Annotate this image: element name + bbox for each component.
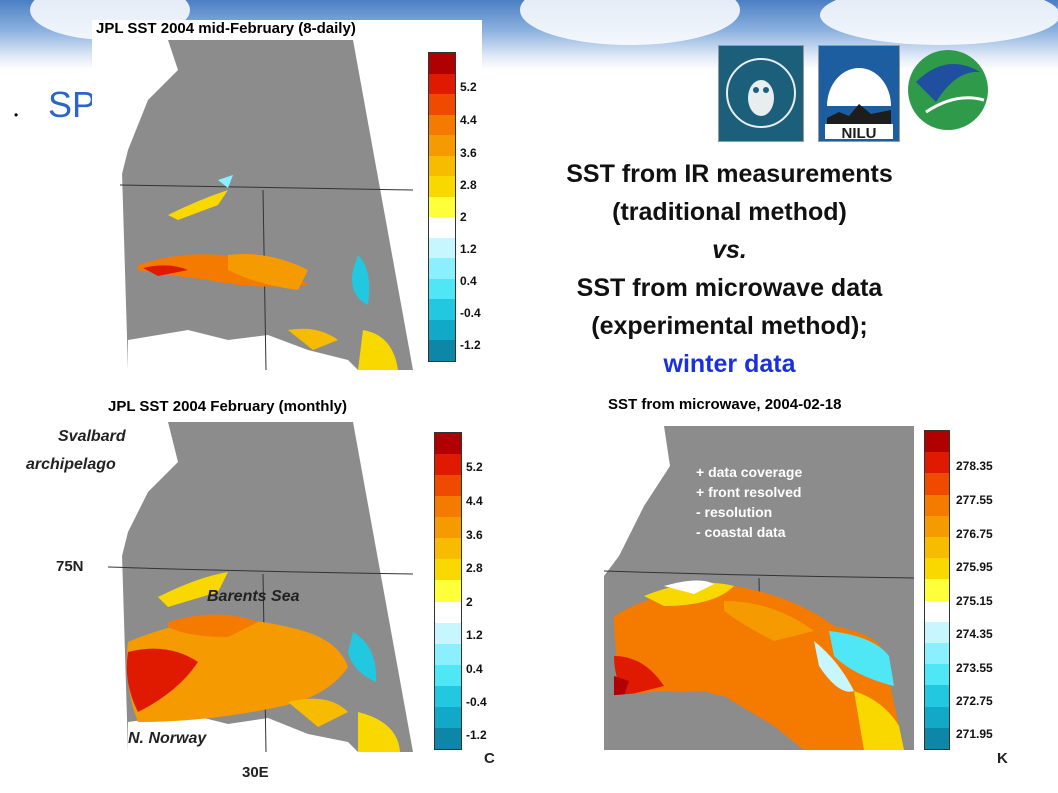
colorbar-tick: 4.4 bbox=[466, 494, 483, 508]
colorbar-tick: 5.2 bbox=[466, 460, 483, 474]
note-front-resolved: + front resolved bbox=[696, 484, 802, 500]
nilu-logo: NILU bbox=[818, 45, 900, 142]
colorbar-tick: 3.6 bbox=[466, 528, 483, 542]
title-line-1: SST from IR measurements bbox=[566, 160, 893, 188]
colorbar-tick: 3.6 bbox=[460, 146, 477, 160]
svg-text:NILU: NILU bbox=[842, 125, 877, 141]
colorbar-tick: 274.35 bbox=[956, 627, 993, 641]
colorbar-tick: 271.95 bbox=[956, 727, 993, 741]
label-75n: 75N bbox=[56, 558, 84, 575]
colorbar-tick: -1.2 bbox=[466, 728, 487, 742]
globe-swirl-logo bbox=[906, 42, 990, 138]
colorbar-tick: 278.35 bbox=[956, 459, 993, 473]
title-line-2: (traditional method) bbox=[612, 198, 847, 226]
label-30e: 30E bbox=[242, 764, 269, 781]
unit-kelvin: K bbox=[997, 750, 1008, 767]
colorbar-bottom bbox=[434, 432, 462, 750]
colorbar-tick: 277.55 bbox=[956, 493, 993, 507]
colorbar-tick: 276.75 bbox=[956, 527, 993, 541]
label-svalbard: Svalbard bbox=[58, 428, 126, 445]
sst-map-microwave bbox=[604, 426, 914, 750]
colorbar-top bbox=[428, 52, 456, 362]
colorbar-tick: 2.8 bbox=[460, 178, 477, 192]
title-line-4: (experimental method); bbox=[591, 312, 868, 340]
panel-title-top: JPL SST 2004 mid-February (8-daily) bbox=[96, 20, 356, 37]
colorbar-tick: -1.2 bbox=[460, 338, 481, 352]
colorbar-tick: 275.15 bbox=[956, 594, 993, 608]
colorbar-tick: 0.4 bbox=[460, 274, 477, 288]
colorbar-tick: -0.4 bbox=[460, 306, 481, 320]
colorbar-tick: 275.95 bbox=[956, 560, 993, 574]
panel-title-right: SST from microwave, 2004-02-18 bbox=[608, 396, 842, 413]
colorbar-tick: 2.8 bbox=[466, 561, 483, 575]
bullet-point: • bbox=[14, 108, 19, 122]
bergen-owl-logo bbox=[718, 45, 804, 142]
title-vs: vs. bbox=[712, 236, 747, 264]
colorbar-tick: 1.2 bbox=[466, 628, 483, 642]
colorbar-tick: -0.4 bbox=[466, 695, 487, 709]
label-n-norway: N. Norway bbox=[128, 730, 207, 747]
note-coastal-data: - coastal data bbox=[696, 524, 786, 540]
sst-map-top bbox=[108, 40, 418, 370]
slide-title: SST from IR measurements (traditional me… bbox=[502, 155, 957, 383]
unit-celsius: C bbox=[484, 750, 495, 767]
colorbar-tick: 0.4 bbox=[466, 662, 483, 676]
note-data-coverage: + data coverage bbox=[696, 464, 803, 480]
colorbar-tick: 2 bbox=[466, 595, 473, 609]
colorbar-tick: 2 bbox=[460, 210, 467, 224]
title-line-3: SST from microwave data bbox=[576, 274, 883, 302]
colorbar-tick: 1.2 bbox=[460, 242, 477, 256]
title-winter: winter data bbox=[663, 350, 796, 378]
colorbar-tick: 5.2 bbox=[460, 80, 477, 94]
microwave-notes: + data coverage + front resolved - resol… bbox=[696, 462, 802, 542]
label-barents-sea: Barents Sea bbox=[207, 588, 300, 605]
colorbar-tick: 273.55 bbox=[956, 661, 993, 675]
cloud-decoration bbox=[820, 0, 1058, 45]
note-resolution: - resolution bbox=[696, 504, 773, 520]
sst-map-bottom bbox=[108, 422, 418, 752]
colorbar-tick: 272.75 bbox=[956, 694, 993, 708]
colorbar-kelvin bbox=[924, 430, 950, 750]
colorbar-tick: 4.4 bbox=[460, 113, 477, 127]
slide-heading-fragment: SP bbox=[48, 84, 97, 125]
label-archipelago: archipelago bbox=[26, 456, 116, 473]
panel-title-bottom: JPL SST 2004 February (monthly) bbox=[108, 398, 347, 415]
